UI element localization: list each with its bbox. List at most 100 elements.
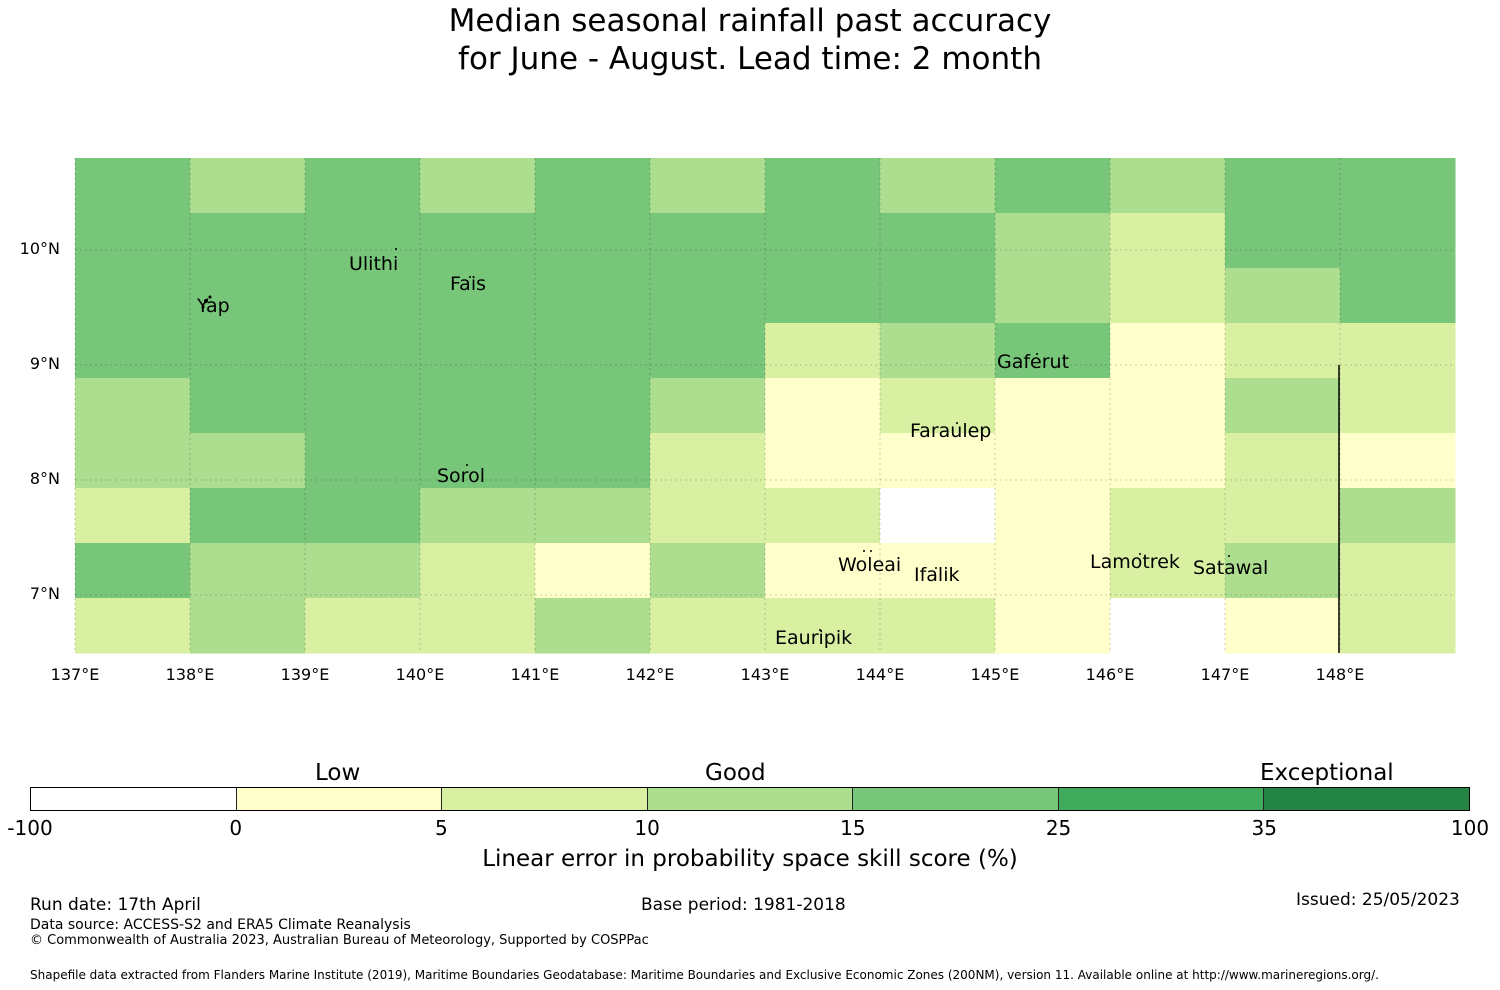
colorbar-segment (31, 788, 237, 810)
grid-cell (190, 323, 306, 379)
grid-cell (765, 598, 881, 654)
grid-cell (305, 598, 421, 654)
lon-tick-label: 140°E (395, 665, 445, 684)
grid-cell (1110, 213, 1226, 269)
colorbar-segment (1058, 788, 1265, 810)
grid-cell (1225, 488, 1341, 544)
lon-tick-label: 138°E (165, 665, 215, 684)
place-label-sorol: Sorol (437, 465, 485, 487)
grid-cell (190, 488, 306, 544)
grid-cell (190, 598, 306, 654)
colorbar-label: Linear error in probability space skill … (482, 846, 1018, 872)
grid-cell (650, 268, 766, 324)
grid-cell (765, 543, 881, 599)
lon-tick-label: 137°E (50, 665, 100, 684)
colorbar-segment (647, 788, 854, 810)
title-line-2: for June - August. Lead time: 2 month (458, 41, 1042, 77)
grid-cell (420, 158, 536, 214)
place-label-eauripik: Eauripik (775, 627, 853, 649)
grid-cell (1340, 433, 1456, 489)
grid-cell (75, 598, 191, 654)
grid-cell (305, 158, 421, 214)
grid-cell (650, 213, 766, 269)
grid-cell (650, 543, 766, 599)
place-label-gaferut: Gaferut (997, 351, 1070, 373)
grid-cell (1225, 158, 1341, 214)
grid-cell (535, 213, 651, 269)
place-label-satawal: Satawal (1193, 557, 1269, 579)
grid-cell (1340, 268, 1456, 324)
grid-cell (305, 268, 421, 324)
place-label-lamotrek: Lamotrek (1090, 551, 1180, 573)
grid-cell (1110, 378, 1226, 434)
grid-cell (305, 543, 421, 599)
grid-cell (1110, 598, 1226, 654)
grid-cell (420, 378, 536, 434)
lon-tick-label: 145°E (970, 665, 1020, 684)
grid-cell (1225, 543, 1341, 599)
grid-cell (880, 323, 996, 379)
grid-cell (535, 488, 651, 544)
grid-cell (535, 598, 651, 654)
grid-cell (995, 543, 1111, 599)
grid-cell (190, 213, 306, 269)
grid-cell (995, 158, 1111, 214)
grid-cell (420, 323, 536, 379)
grid-cell (420, 543, 536, 599)
category-low: Low (315, 760, 361, 786)
grid-cell (650, 323, 766, 379)
grid-cell (1225, 323, 1341, 379)
category-exceptional: Exceptional (1260, 760, 1394, 786)
title-line-1: Median seasonal rainfall past accuracy (448, 3, 1052, 39)
grid-cell (535, 323, 651, 379)
grid-cell (1110, 158, 1226, 214)
grid-cell (190, 378, 306, 434)
lon-tick-label: 146°E (1085, 665, 1135, 684)
grid-cell (1110, 323, 1226, 379)
grid-cell (1110, 543, 1226, 599)
grid-cell (650, 598, 766, 654)
grid-cell (880, 378, 996, 434)
grid-cell (420, 268, 536, 324)
graticule (74, 158, 1455, 653)
colorbar (30, 787, 1470, 811)
run-date: Run date: 17th April (30, 895, 201, 915)
grid-cell (535, 433, 651, 489)
grid-cell (75, 213, 191, 269)
grid-cell (765, 433, 881, 489)
grid-cell (1340, 213, 1456, 269)
grid-cell (75, 323, 191, 379)
issued-date: Issued: 25/05/2023 (1296, 890, 1460, 910)
grid-cell (75, 378, 191, 434)
colorbar-tick-label: 100 (1450, 816, 1490, 840)
grid-cell (765, 268, 881, 324)
grid-cell (650, 433, 766, 489)
lat-tick-label: 10°N (19, 239, 60, 258)
lon-tick-label: 147°E (1200, 665, 1250, 684)
grid-cell (420, 488, 536, 544)
colorbar-segment (1264, 788, 1470, 810)
grid-cell (1340, 598, 1456, 654)
lon-tick-label: 142°E (625, 665, 675, 684)
grid-cell (1340, 488, 1456, 544)
colorbar-segment (853, 788, 1059, 810)
island-dots (201, 248, 1230, 631)
grid-cell (765, 158, 881, 214)
grid-cell (1110, 433, 1226, 489)
grid-cell (995, 323, 1111, 379)
lat-tick-label: 7°N (29, 584, 60, 603)
grid-cell (75, 543, 191, 599)
lon-tick-label: 143°E (740, 665, 790, 684)
grid-cell (765, 378, 881, 434)
grid-cell (995, 488, 1111, 544)
colorbar-segment (442, 788, 648, 810)
shapefile-credit: Shapefile data extracted from Flanders M… (30, 968, 1379, 982)
grid-cell (650, 378, 766, 434)
place-label-yap: Yap (197, 295, 230, 317)
lon-tick-label: 144°E (855, 665, 905, 684)
grid-cell (1225, 378, 1341, 434)
grid-cell (535, 378, 651, 434)
grid-cell (190, 433, 306, 489)
grid-cell (880, 268, 996, 324)
grid-cell (420, 213, 536, 269)
